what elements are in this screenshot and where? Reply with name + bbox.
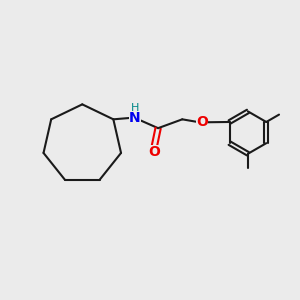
- Text: O: O: [148, 145, 160, 159]
- Text: H: H: [131, 103, 139, 112]
- Text: N: N: [129, 111, 140, 125]
- Text: O: O: [196, 115, 208, 129]
